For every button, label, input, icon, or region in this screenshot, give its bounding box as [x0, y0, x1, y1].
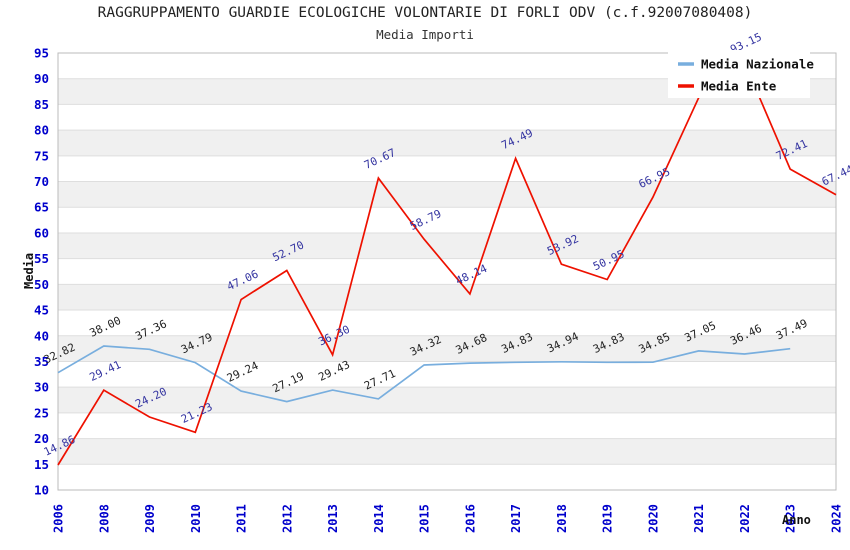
y-tick-label: 65 — [34, 200, 49, 215]
series-line-media-nazionale — [57, 345, 791, 403]
x-tick-label: 2009 — [143, 504, 157, 533]
x-tick-label: 2013 — [326, 504, 340, 533]
x-tick-label: 2020 — [646, 504, 660, 533]
x-tick-label: 2010 — [189, 504, 203, 533]
x-tick-label: 2006 — [52, 504, 66, 533]
x-tick-label: 2021 — [692, 504, 706, 533]
x-tick-label: 2024 — [830, 504, 844, 533]
y-tick-label: 15 — [34, 457, 49, 472]
legend-label-media-nazionale: Media Nazionale — [701, 57, 814, 72]
y-tick-label: 45 — [34, 303, 49, 318]
x-tick-label: 2018 — [555, 504, 569, 533]
x-tick-label: 2017 — [509, 504, 523, 533]
x-axis-title: Anno — [782, 513, 811, 527]
x-tick-label: 2008 — [97, 504, 111, 533]
y-tick-label: 30 — [34, 380, 49, 395]
y-tick-label: 10 — [34, 483, 49, 498]
legend-label-media-ente: Media Ente — [701, 79, 777, 94]
plot-band — [58, 284, 836, 311]
y-tick-label: 85 — [34, 97, 49, 112]
chart-subtitle: Media Importi — [376, 27, 474, 42]
y-tick-label: 70 — [34, 174, 49, 189]
y-tick-label: 20 — [34, 431, 49, 446]
y-axis-title: Media — [22, 253, 36, 289]
x-tick-label: 2019 — [601, 504, 615, 533]
y-tick-label: 55 — [34, 251, 49, 266]
x-tick-label: 2015 — [418, 504, 432, 533]
x-tick-label: 2023 — [784, 504, 798, 533]
plot-band — [58, 181, 836, 208]
x-tick-label: 2014 — [372, 504, 386, 533]
legend — [668, 50, 810, 98]
x-tick-label: 2016 — [463, 504, 477, 533]
x-tick-label: 2011 — [235, 504, 249, 533]
y-tick-label: 75 — [34, 148, 49, 163]
y-tick-label: 95 — [34, 46, 49, 61]
y-tick-label: 50 — [34, 277, 49, 292]
y-tick-label: 25 — [34, 405, 49, 420]
y-tick-label: 35 — [34, 354, 49, 369]
y-tick-label: 80 — [34, 123, 49, 138]
plot-band — [58, 130, 836, 156]
chart-title: RAGGRUPPAMENTO GUARDIE ECOLOGICHE VOLONT… — [97, 5, 753, 21]
data-label: 29.41 — [88, 358, 124, 384]
y-tick-label: 60 — [34, 225, 49, 240]
y-tick-label: 40 — [34, 328, 49, 343]
x-tick-label: 2022 — [738, 504, 752, 533]
data-label: 48.14 — [454, 262, 490, 288]
y-tick-label: 90 — [34, 71, 49, 86]
plot-band — [58, 335, 836, 362]
plot-band — [58, 438, 836, 465]
data-label: 29.24 — [225, 359, 261, 385]
data-label: 58.79 — [408, 207, 444, 233]
plot-border — [57, 52, 837, 491]
plot-band — [58, 232, 836, 259]
plot-band — [58, 387, 836, 413]
x-tick-label: 2012 — [280, 504, 294, 533]
